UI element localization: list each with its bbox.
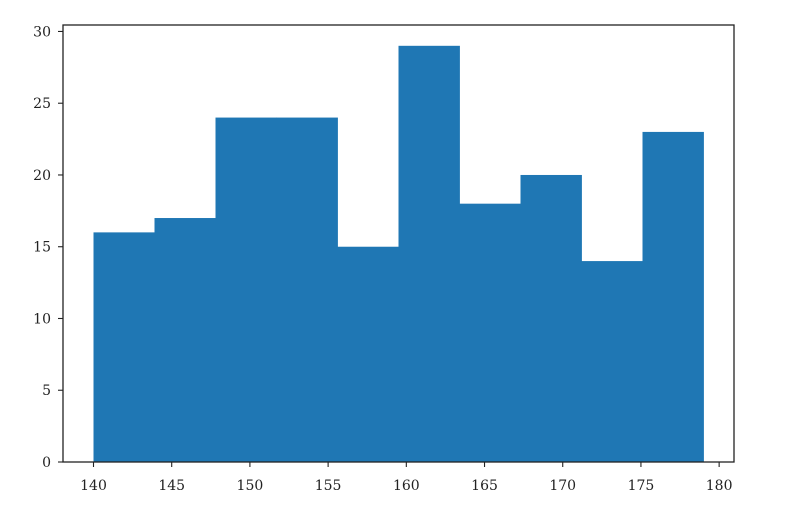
x-tick-label: 180	[706, 478, 733, 494]
histogram-bar	[276, 117, 338, 463]
histogram-bar	[398, 45, 460, 463]
histogram-bar	[154, 218, 216, 462]
x-tick-label: 165	[471, 478, 498, 494]
x-tick-label: 155	[315, 478, 342, 494]
x-tick-label: 175	[628, 478, 655, 494]
y-tick-label: 0	[42, 455, 51, 471]
y-axis-ticks: 0 5 10 15 20 25 30	[33, 24, 63, 471]
bars-group	[93, 45, 704, 463]
x-tick-label: 145	[158, 478, 185, 494]
x-tick-label: 170	[549, 478, 576, 494]
histogram-bar	[581, 261, 643, 462]
histogram-bar	[93, 232, 155, 462]
histogram-bar	[215, 117, 277, 463]
x-axis-ticks: 140 145 150 155 160 165 170 175 180	[80, 462, 733, 494]
histogram-bar	[642, 131, 704, 462]
y-tick-label: 10	[33, 311, 51, 327]
y-tick-label: 30	[33, 24, 51, 40]
y-tick-label: 5	[42, 383, 51, 399]
y-tick-label: 15	[33, 240, 51, 256]
plot-frame	[62, 24, 735, 463]
histogram-bar	[337, 246, 399, 462]
x-tick-label: 140	[80, 478, 107, 494]
y-tick-label: 25	[33, 96, 51, 112]
histogram-bar	[520, 174, 582, 462]
y-tick-label: 20	[33, 168, 51, 184]
x-tick-label: 160	[393, 478, 420, 494]
x-tick-label: 150	[237, 478, 264, 494]
histogram-bar	[459, 203, 521, 463]
